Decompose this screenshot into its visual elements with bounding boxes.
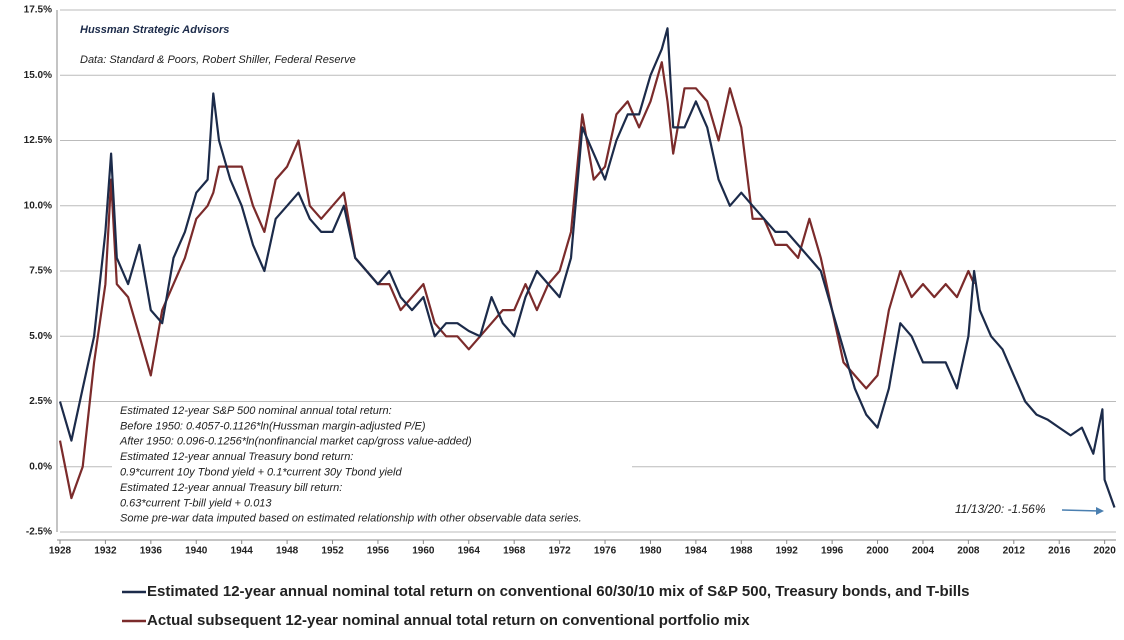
x-tick-label: 2004 bbox=[912, 546, 935, 557]
x-tick-label: 1932 bbox=[94, 546, 117, 557]
y-tick-label: 0.0% bbox=[29, 461, 52, 472]
x-tick-label: 1980 bbox=[639, 546, 662, 557]
note: 0.63*current T-bill yield + 0.013 bbox=[120, 497, 272, 509]
x-tick-label: 1928 bbox=[49, 546, 72, 557]
legend-label: Estimated 12-year annual nominal total r… bbox=[147, 583, 969, 600]
y-tick-label: 2.5% bbox=[29, 396, 52, 407]
y-tick-label: 15.0% bbox=[24, 70, 52, 81]
annotation-arrow bbox=[1061, 509, 1101, 512]
x-tick-label: 1944 bbox=[231, 546, 254, 557]
x-tick-label: 1972 bbox=[548, 546, 571, 557]
x-tick-label: 1940 bbox=[185, 546, 208, 557]
y-tick-label: 12.5% bbox=[24, 135, 52, 146]
x-tick-label: 1956 bbox=[367, 546, 390, 557]
chart-subtitle: Data: Standard & Poors, Robert Shiller, … bbox=[80, 54, 356, 66]
x-tick-label: 1968 bbox=[503, 546, 526, 557]
x-tick-label: 1936 bbox=[140, 546, 163, 557]
x-tick-label: 1964 bbox=[458, 546, 481, 557]
x-tick-label: 2016 bbox=[1048, 546, 1071, 557]
x-tick-label: 1960 bbox=[412, 546, 435, 557]
note: Estimated 12-year S&P 500 nominal annual… bbox=[120, 405, 392, 417]
series-line bbox=[58, 27, 1116, 508]
series-line bbox=[58, 61, 976, 500]
y-tick-label: 7.5% bbox=[29, 266, 52, 277]
note: Estimated 12-year annual Treasury bond r… bbox=[120, 451, 353, 463]
note: Some pre-war data imputed based on estim… bbox=[120, 513, 582, 525]
x-tick-label: 1984 bbox=[685, 546, 708, 557]
x-tick-label: 1996 bbox=[821, 546, 844, 557]
note: After 1950: 0.096-0.1256*ln(nonfinancial… bbox=[119, 436, 472, 448]
x-tick-label: 2000 bbox=[866, 546, 889, 557]
note: 0.9*current 10y Tbond yield + 0.1*curren… bbox=[120, 467, 402, 479]
y-tick-label: -2.5% bbox=[26, 527, 52, 538]
y-tick-label: 17.5% bbox=[24, 5, 52, 16]
x-tick-label: 2012 bbox=[1003, 546, 1026, 557]
notes-box bbox=[112, 402, 632, 527]
y-tick-label: 5.0% bbox=[29, 331, 52, 342]
x-tick-label: 1988 bbox=[730, 546, 753, 557]
x-tick-label: 2008 bbox=[957, 546, 980, 557]
x-tick-label: 1992 bbox=[776, 546, 799, 557]
note: Before 1950: 0.4057-0.1126*ln(Hussman ma… bbox=[120, 420, 426, 432]
x-tick-label: 1952 bbox=[321, 546, 344, 557]
x-tick-label: 2020 bbox=[1094, 546, 1117, 557]
y-tick-label: 10.0% bbox=[24, 200, 52, 211]
note: Estimated 12-year annual Treasury bill r… bbox=[120, 482, 342, 494]
annotation: 11/13/20: -1.56% bbox=[955, 502, 1046, 516]
x-tick-label: 1948 bbox=[276, 546, 299, 557]
arrow-head bbox=[1096, 507, 1104, 515]
x-tick-label: 1976 bbox=[594, 546, 617, 557]
legend-label: Actual subsequent 12-year nominal annual… bbox=[147, 612, 750, 629]
chart-title: Hussman Strategic Advisors bbox=[80, 24, 229, 36]
